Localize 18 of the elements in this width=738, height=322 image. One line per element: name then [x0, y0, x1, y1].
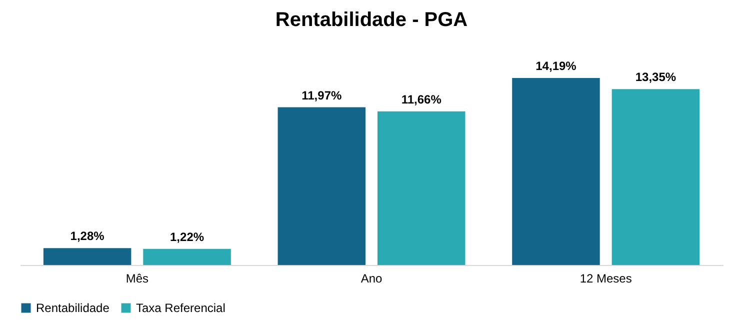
- x-tick-label: Mês: [126, 272, 149, 286]
- bar: [612, 89, 700, 265]
- x-tick-label: 12 Meses: [580, 272, 632, 286]
- bar: [278, 107, 366, 265]
- data-label: 1,22%: [170, 230, 204, 244]
- bar: [512, 78, 600, 265]
- chart-title: Rentabilidade - PGA: [275, 9, 468, 31]
- data-label: 11,97%: [302, 88, 342, 102]
- data-label: 13,35%: [635, 70, 676, 84]
- data-label: 11,66%: [401, 92, 442, 106]
- legend-label: Taxa Referencial: [136, 301, 226, 315]
- bar: [43, 248, 132, 265]
- x-tick-label: Ano: [360, 272, 382, 286]
- data-label: 1,28%: [70, 229, 105, 244]
- bar: [143, 248, 231, 265]
- legend-label: Rentabilidade: [36, 301, 110, 315]
- bar: [377, 111, 466, 265]
- data-label: 14,19%: [536, 59, 577, 73]
